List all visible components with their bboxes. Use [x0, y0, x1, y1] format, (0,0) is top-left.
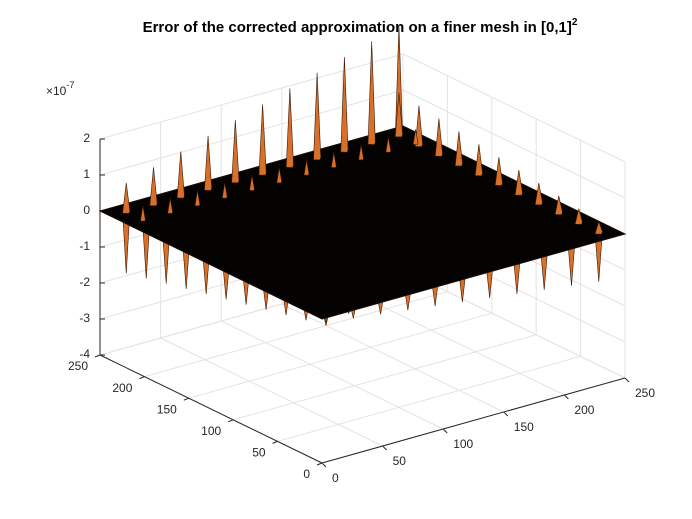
spike [394, 92, 403, 138]
x-tick-label: 150 [514, 420, 534, 434]
tick-mark [503, 411, 509, 417]
spike [149, 167, 158, 207]
tick-labels: 050100150200250050100150200250-4-3-2-101… [68, 131, 655, 485]
spike [140, 205, 146, 222]
z-multiplier-base: ×10 [46, 84, 67, 98]
grid-line [277, 355, 581, 442]
z-tick-label: -1 [79, 239, 90, 253]
grid-line [402, 53, 626, 163]
grid-line [402, 269, 626, 379]
spike [167, 198, 173, 214]
x-tick-label: 250 [635, 386, 655, 400]
tick-mark [382, 445, 387, 451]
spike [367, 41, 376, 145]
z-tick-label: -4 [79, 347, 90, 361]
grid-line [144, 291, 448, 378]
spike [554, 195, 563, 216]
chart-title: Error of the corrected approximation on … [143, 17, 578, 36]
grid-line [402, 89, 626, 199]
x-tick-label: 0 [332, 471, 339, 485]
z-multiplier: ×10-7 [46, 80, 74, 98]
spike [249, 175, 255, 191]
grid-line [188, 312, 492, 399]
spike [340, 56, 349, 153]
grid-line [220, 320, 444, 430]
spike [534, 182, 543, 206]
spike [494, 157, 503, 186]
spike [258, 104, 267, 176]
spike [276, 167, 282, 184]
z-tick-label: 1 [83, 167, 90, 181]
z-tick-label: -2 [79, 275, 90, 289]
y-axis [99, 354, 323, 464]
tick-mark [228, 419, 234, 423]
spike [231, 119, 240, 184]
surface-sheet [98, 125, 627, 320]
z-tick-label: 2 [83, 131, 90, 145]
surface [98, 125, 627, 320]
x-tick-label: 100 [453, 437, 473, 451]
grid-line [233, 334, 537, 421]
tick-mark [272, 440, 278, 444]
spike [358, 144, 364, 161]
z-tick-label: -3 [79, 311, 90, 325]
spike [434, 118, 443, 157]
positive-spikes [122, 25, 603, 235]
y-tick-label: 150 [157, 402, 177, 416]
grid-line [160, 337, 383, 447]
y-tick-label: 200 [112, 381, 132, 395]
spike [122, 182, 131, 214]
tick-mark [624, 377, 630, 383]
grid-line [99, 89, 404, 176]
title-superscript: 2 [572, 17, 578, 28]
spike [412, 129, 419, 145]
spike [176, 151, 185, 199]
z-multiplier-exponent: -7 [66, 80, 74, 90]
tick-mark [183, 397, 189, 401]
z-tick-label: 0 [83, 203, 90, 217]
spike [514, 169, 523, 196]
y-tick-label: 0 [303, 467, 310, 481]
y-tick-label: 100 [201, 424, 221, 438]
grid-line [281, 303, 505, 413]
spike [454, 131, 463, 167]
y-tick-label: 250 [68, 359, 88, 373]
spike [574, 208, 583, 225]
tick-mark [139, 376, 145, 380]
tick-mark [316, 462, 323, 466]
tick-mark [321, 462, 327, 468]
tick-mark [94, 354, 101, 358]
spike [285, 88, 294, 168]
spike [331, 152, 337, 168]
spike [303, 159, 310, 176]
spike [204, 135, 213, 191]
spike [313, 72, 322, 161]
spike [385, 136, 392, 153]
title-text: Error of the corrected approximation on … [143, 19, 572, 36]
x-tick-label: 50 [393, 454, 407, 468]
tick-mark [442, 428, 448, 434]
x-axis [321, 377, 626, 464]
y-tick-label: 50 [252, 446, 266, 460]
tick-mark [564, 394, 569, 400]
x-tick-label: 200 [574, 403, 594, 417]
grid-line [99, 53, 404, 140]
spike [474, 144, 483, 177]
spike [594, 220, 603, 235]
spike [221, 182, 228, 199]
spike [194, 190, 201, 207]
